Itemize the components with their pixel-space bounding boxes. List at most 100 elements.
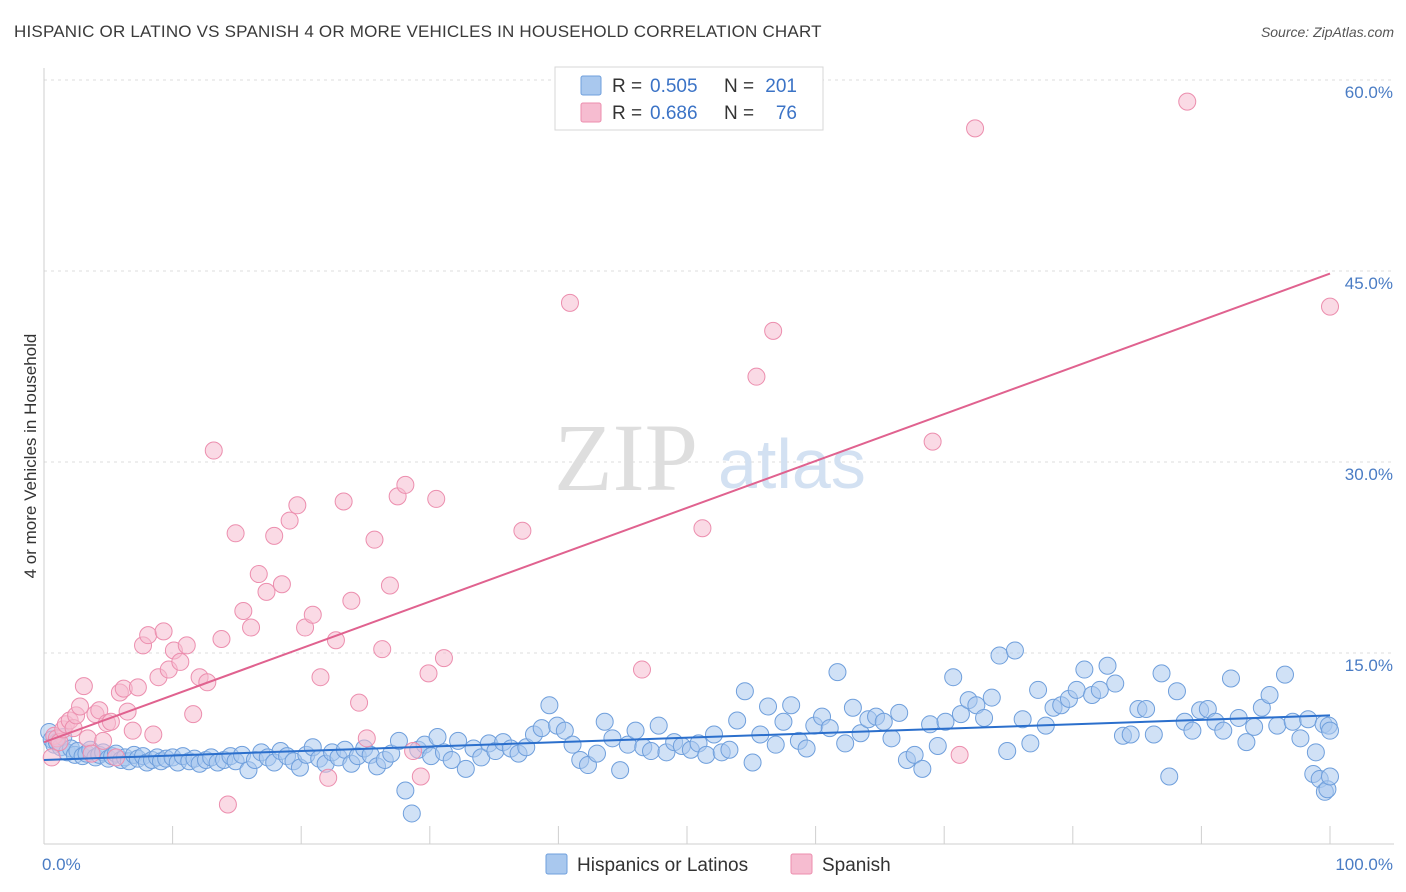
spanish-point bbox=[404, 742, 423, 761]
spanish-point bbox=[144, 725, 163, 744]
spanish-point bbox=[272, 575, 291, 594]
hispanic-point bbox=[735, 682, 754, 701]
hispanic-point bbox=[532, 719, 551, 738]
hispanic-point bbox=[402, 804, 421, 823]
hispanic-point bbox=[611, 761, 630, 780]
hispanic-point bbox=[587, 744, 606, 763]
spanish-point bbox=[226, 524, 245, 543]
hispanic-point bbox=[1137, 700, 1156, 719]
spanish-point bbox=[154, 622, 173, 641]
hispanic-point bbox=[1321, 721, 1339, 740]
hispanic-point bbox=[797, 739, 816, 758]
hispanic-point bbox=[843, 698, 862, 717]
spanish-point bbox=[94, 731, 113, 750]
spanish-point bbox=[342, 591, 361, 610]
hispanic-point bbox=[975, 708, 994, 727]
hispanic-point bbox=[1245, 717, 1264, 736]
legend-swatch-spanish bbox=[790, 853, 813, 875]
stats-r-value-pink: 0.686 bbox=[650, 103, 698, 124]
hispanic-point bbox=[851, 724, 870, 743]
spanish-point bbox=[411, 767, 430, 786]
hispanic-point bbox=[1090, 680, 1109, 699]
spanish-point bbox=[560, 293, 579, 312]
spanish-trend-line bbox=[43, 272, 1331, 744]
spanish-point bbox=[288, 496, 307, 515]
hispanic-point bbox=[1144, 725, 1163, 744]
y-tick-label: 15.0% bbox=[1345, 656, 1393, 675]
spanish-point bbox=[78, 729, 97, 748]
hispanic-point bbox=[882, 729, 901, 748]
spanish-point bbox=[923, 432, 942, 451]
hispanic-point bbox=[1075, 660, 1094, 679]
spanish-point bbox=[249, 565, 268, 584]
axes bbox=[43, 68, 1394, 845]
stats-legend: R = 0.505 N = 201 R = 0.686 N = 76 bbox=[554, 66, 824, 131]
hispanic-point bbox=[936, 712, 955, 731]
hispanic-point bbox=[890, 703, 909, 722]
hispanic-point bbox=[626, 721, 645, 740]
stats-swatch-pink bbox=[580, 102, 602, 123]
spanish-point bbox=[966, 119, 985, 138]
hispanic-point bbox=[990, 646, 1009, 665]
watermark: ZIP atlas bbox=[554, 404, 866, 511]
spanish-point bbox=[632, 660, 651, 679]
hispanic-point bbox=[828, 663, 847, 682]
stats-r-value-blue: 0.505 bbox=[650, 76, 698, 97]
watermark-atlas: atlas bbox=[718, 425, 866, 503]
hispanic-point bbox=[389, 731, 408, 750]
hispanic-point bbox=[1013, 710, 1032, 729]
x-tick-labels: 0.0% 100.0% bbox=[42, 855, 1393, 874]
stats-swatch-blue bbox=[580, 75, 602, 96]
chart-source: Source: ZipAtlas.com bbox=[1260, 24, 1394, 40]
spanish-point bbox=[204, 441, 223, 460]
spanish-point bbox=[365, 530, 384, 549]
x-tick-label: 0.0% bbox=[42, 855, 81, 874]
hispanic-point bbox=[774, 712, 793, 731]
hispanic-point bbox=[1167, 682, 1186, 701]
hispanic-point bbox=[743, 753, 762, 772]
stats-r-label-pink: R = bbox=[612, 103, 642, 124]
spanish-point bbox=[184, 705, 203, 724]
y-tick-label: 60.0% bbox=[1345, 83, 1393, 102]
spanish-point bbox=[693, 519, 712, 538]
hispanic-point bbox=[396, 781, 415, 800]
hispanic-point bbox=[1029, 680, 1048, 699]
legend-label-spanish: Spanish bbox=[822, 855, 891, 876]
hispanic-point bbox=[766, 735, 785, 754]
legend-label-hispanics: Hispanics or Latinos bbox=[577, 855, 748, 876]
hispanic-point bbox=[905, 745, 924, 764]
spanish-point bbox=[71, 697, 90, 716]
spanish-point bbox=[139, 626, 158, 645]
hispanic-point bbox=[759, 697, 778, 716]
spanish-point bbox=[42, 748, 61, 767]
y-tick-label: 45.0% bbox=[1345, 274, 1393, 293]
trend-lines bbox=[43, 272, 1331, 761]
hispanic-point bbox=[782, 696, 801, 715]
x-ticks bbox=[43, 826, 1331, 844]
gridlines bbox=[44, 79, 1394, 654]
hispanic-point bbox=[928, 736, 947, 755]
spanish-point bbox=[218, 795, 237, 814]
series-legend: Hispanics or Latinos Spanish bbox=[545, 853, 891, 876]
hispanic-point bbox=[1152, 664, 1171, 683]
hispanic-point bbox=[641, 742, 660, 761]
spanish-point bbox=[396, 475, 415, 494]
chart-title: HISPANIC OR LATINO VS SPANISH 4 OR MORE … bbox=[14, 22, 822, 41]
hispanic-point bbox=[944, 668, 963, 687]
spanish-point bbox=[242, 618, 261, 637]
hispanic-point bbox=[982, 688, 1001, 707]
spanish-point bbox=[419, 664, 438, 683]
hispanic-point bbox=[874, 712, 893, 731]
hispanic-point bbox=[603, 729, 622, 748]
spanish-point bbox=[319, 768, 338, 787]
spanish-point bbox=[128, 678, 147, 697]
spanish-point bbox=[326, 631, 345, 650]
spanish-point bbox=[1321, 297, 1339, 316]
spanish-point bbox=[427, 489, 446, 508]
spanish-point bbox=[303, 605, 322, 624]
spanish-point bbox=[1178, 92, 1197, 111]
hispanic-point bbox=[951, 705, 970, 724]
hispanic-point bbox=[442, 750, 461, 769]
hispanic-point bbox=[728, 711, 747, 730]
